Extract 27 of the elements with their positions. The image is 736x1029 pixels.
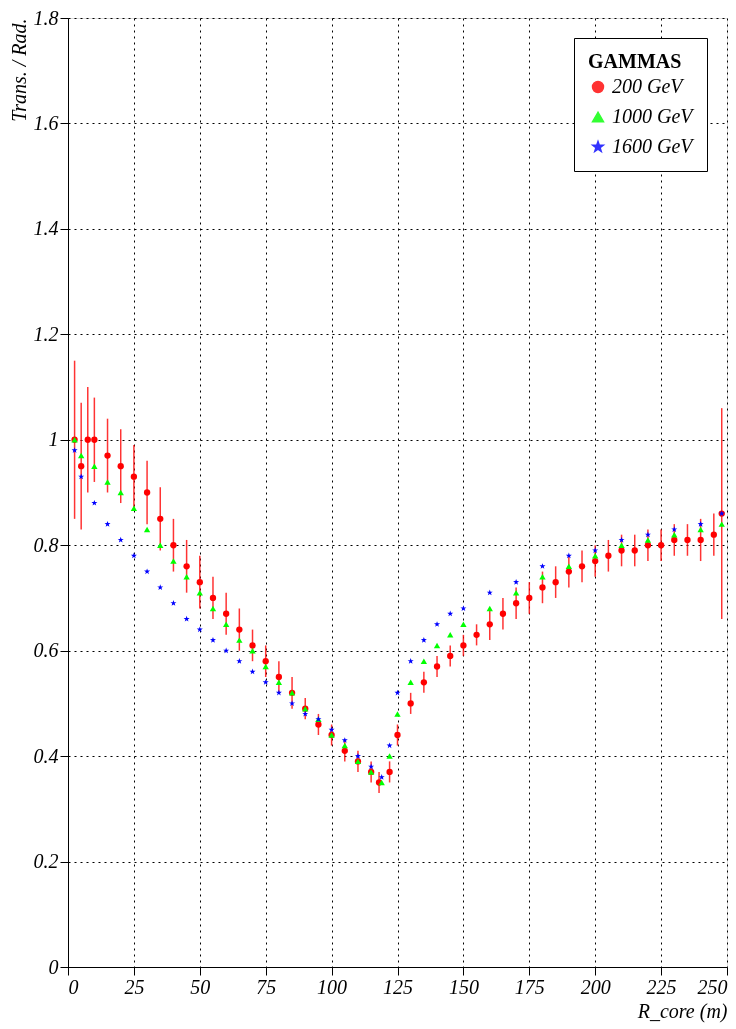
y-tick-label: 1.4 [33,217,59,240]
y-axis-title: Trans. / Rad. [7,18,30,122]
y-tick-label: 1.2 [33,322,59,345]
y-tick-label: 0.6 [33,639,59,662]
y-tick-label: 1.6 [33,111,59,134]
x-tick-label: 50 [190,975,211,998]
legend-label: 1600 GeV [612,135,696,157]
y-tick-label: 0.2 [33,850,59,873]
legend-title: GAMMAS [588,50,682,72]
x-tick-label: 150 [448,975,479,998]
x-tick-label: 250 [697,975,728,998]
y-tick-label: 1 [48,428,59,451]
y-tick-label: 0 [48,955,59,978]
x-tick-label: 175 [514,975,545,998]
x-tick-label: 75 [256,975,277,998]
x-tick-label: 125 [383,975,413,998]
x-tick-label: 25 [124,975,145,998]
legend-label: 200 GeV [612,75,686,97]
x-axis-title: R_core (m) [636,999,728,1023]
x-tick-label: 200 [580,975,611,998]
x-tick-label: 225 [646,975,677,998]
x-tick-label: 100 [317,975,348,998]
y-tick-label: 1.8 [33,6,59,29]
legend-label: 1000 GeV [612,105,696,127]
y-tick-label: 0.8 [33,533,59,556]
y-tick-label: 0.4 [33,744,59,767]
x-tick-label: 0 [68,975,79,998]
